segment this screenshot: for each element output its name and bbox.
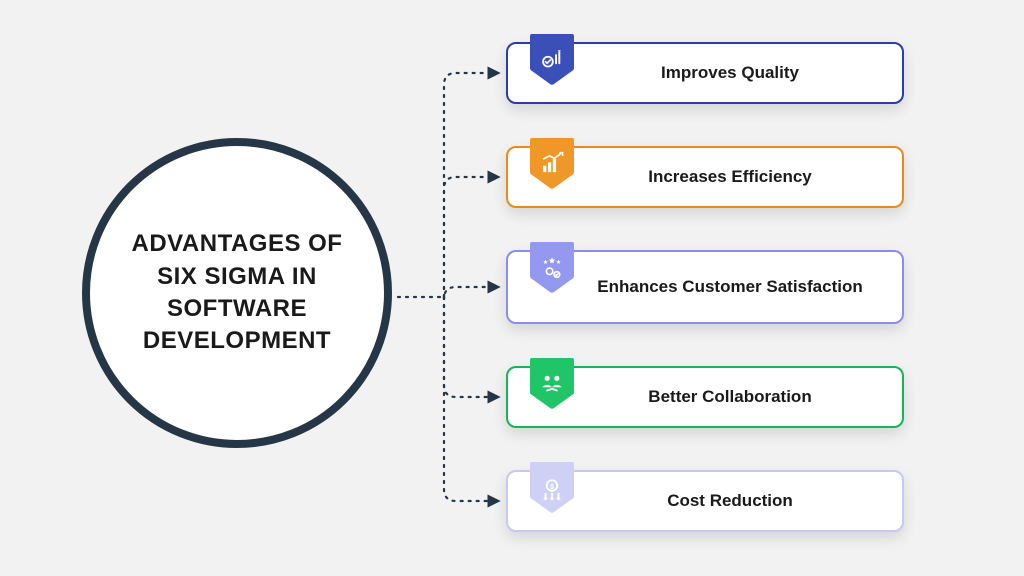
card-badge: $ xyxy=(526,462,578,514)
advantage-card: $Cost Reduction xyxy=(506,470,904,532)
customer-star-icon xyxy=(537,253,567,283)
advantage-card: Increases Efficiency xyxy=(506,146,904,208)
advantage-card: Better Collaboration xyxy=(506,366,904,428)
card-badge xyxy=(526,358,578,410)
center-circle: ADVANTAGES OF SIX SIGMA IN SOFTWARE DEVE… xyxy=(82,138,392,448)
collaboration-team-icon xyxy=(537,369,567,399)
card-badge xyxy=(526,242,578,294)
quality-gear-icon xyxy=(537,45,567,75)
svg-text:$: $ xyxy=(550,482,554,491)
advantage-card: Improves Quality xyxy=(506,42,904,104)
card-badge xyxy=(526,34,578,86)
center-title: ADVANTAGES OF SIX SIGMA IN SOFTWARE DEVE… xyxy=(120,228,354,358)
cost-reduction-icon: $ xyxy=(537,473,567,503)
card-badge xyxy=(526,138,578,190)
advantage-card: Enhances Customer Satisfaction xyxy=(506,250,904,324)
efficiency-chart-icon xyxy=(537,149,567,179)
